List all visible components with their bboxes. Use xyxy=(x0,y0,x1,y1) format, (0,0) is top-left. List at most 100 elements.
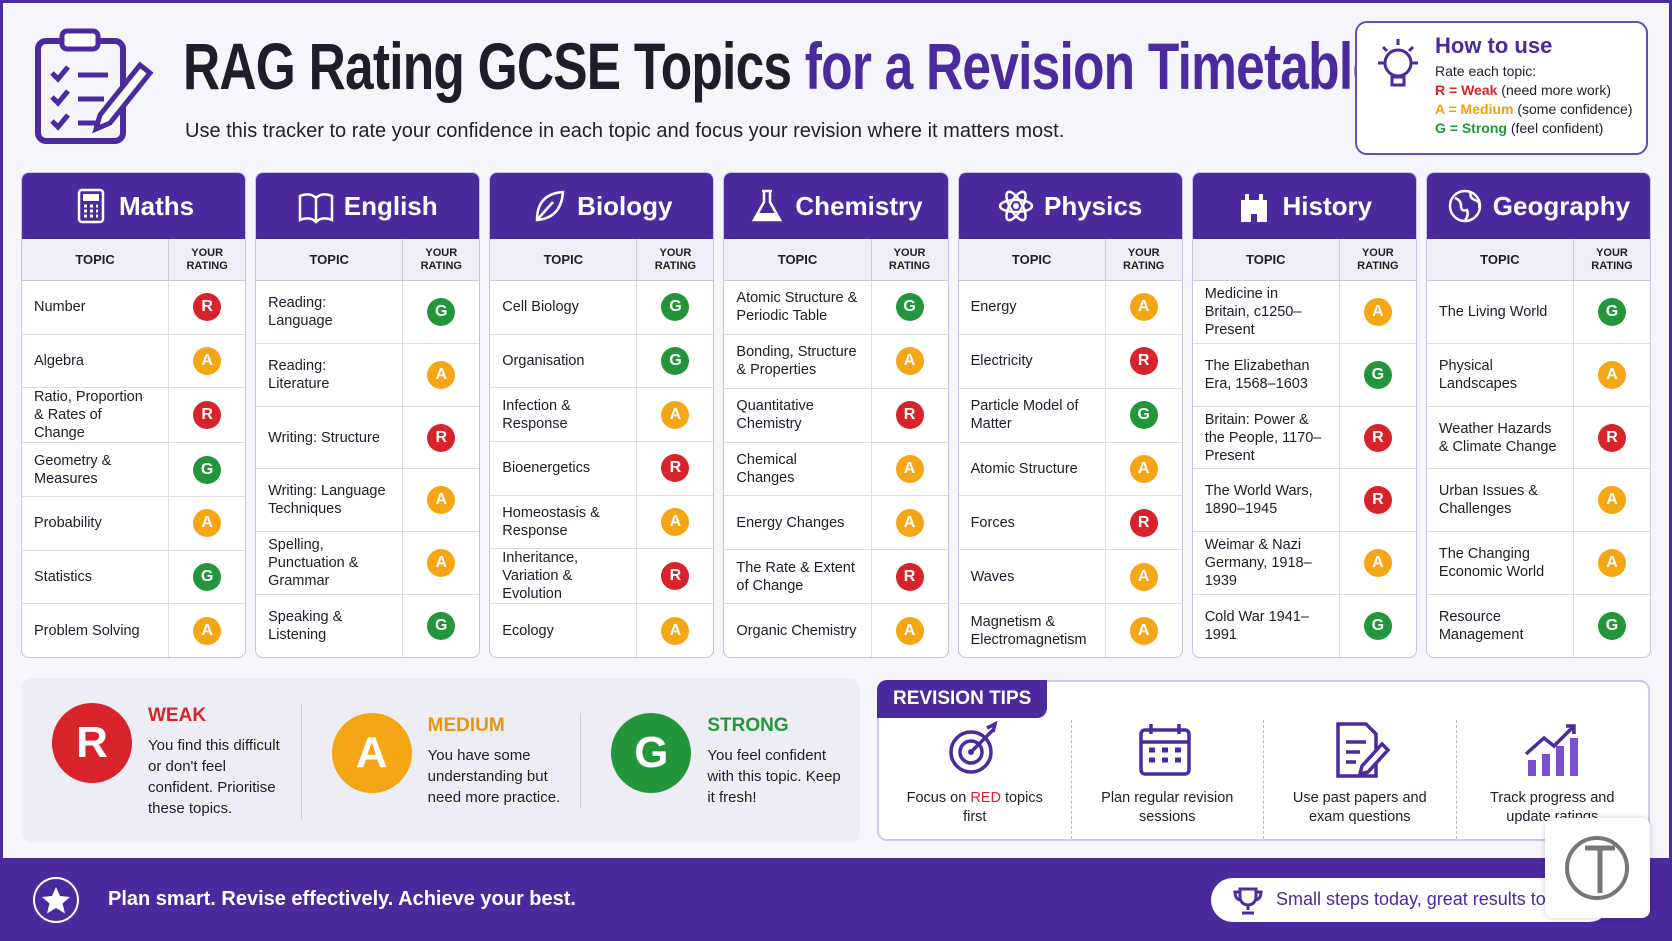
how-title: How to use xyxy=(1435,33,1553,58)
rating-badge: R xyxy=(661,562,690,591)
rating-cell: R xyxy=(1340,407,1416,469)
how-key: A = Medium xyxy=(1435,101,1514,117)
rating-badge: A xyxy=(427,360,456,389)
legend-label: MEDIUM xyxy=(427,715,505,736)
topic-row: Resource Management G xyxy=(1427,595,1650,657)
rating-cell: A xyxy=(872,496,948,549)
topic: Reading: Language xyxy=(256,281,404,343)
rating-badge: R xyxy=(193,401,222,430)
topic: Ecology xyxy=(490,604,638,657)
subject-column: Biology TOPIC YOUR RATING Cell Biology G Orga… xyxy=(489,172,715,658)
how-note: (need more work) xyxy=(1501,82,1611,98)
topic: Bonding, Structure & Properties xyxy=(724,334,872,388)
rating-badge: A xyxy=(1363,297,1392,326)
tip: Use past papers and exam questions xyxy=(1264,720,1457,839)
topic-row: Particle Model of Matter G xyxy=(958,388,1182,443)
logo-mark xyxy=(1565,836,1629,900)
subject-icon xyxy=(535,190,565,222)
how-item: G = Strong (feel confident) xyxy=(1435,120,1646,136)
tip-text: Plan regular revision sessions xyxy=(1097,789,1237,827)
rating-badge: G xyxy=(1363,360,1392,389)
legend-badge: R xyxy=(52,702,132,783)
how-intro: Rate each topic: xyxy=(1435,63,1537,79)
rating-cell: G xyxy=(1340,344,1416,406)
rating-header: YOUR RATING xyxy=(654,246,697,272)
subject-icon xyxy=(1448,189,1482,223)
trophy-icon xyxy=(1233,887,1263,915)
rating-cell: A xyxy=(1106,604,1182,657)
topic: Algebra xyxy=(22,334,170,388)
topic: Energy Changes xyxy=(724,496,872,550)
subject-header: Maths xyxy=(22,173,246,239)
rating-badge: R xyxy=(1129,508,1158,537)
footer: Plan smart. Revise effectively. Achieve … xyxy=(0,858,1672,941)
topic: Geometry & Measures xyxy=(22,443,170,497)
rating-badge: R xyxy=(661,454,690,483)
rating-cell: A xyxy=(637,388,713,441)
topic: Cell Biology xyxy=(490,281,638,334)
rating-cell: A xyxy=(637,496,713,549)
topic-row: Atomic Structure A xyxy=(958,442,1182,497)
rating-badge: A xyxy=(193,347,222,375)
subtitle: Use this tracker to rate your confidence… xyxy=(185,120,1065,142)
rating-cell: A xyxy=(872,604,948,657)
tip-icon xyxy=(1525,724,1579,776)
subject-header: English xyxy=(256,173,480,239)
topic: Forces xyxy=(959,496,1106,550)
topic-row: Geometry & Measures G xyxy=(22,443,246,498)
rating-badge: A xyxy=(1129,293,1158,322)
tip-line: Use past papers and exam questions xyxy=(1292,790,1427,825)
table-header: TOPIC YOUR RATING xyxy=(1192,239,1416,281)
topic-row: Quantitative Chemistry R xyxy=(724,388,948,443)
rating-badge: A xyxy=(427,549,456,578)
topic: Organic Chemistry xyxy=(724,604,872,657)
topic-header: TOPIC xyxy=(959,239,1106,280)
subject-icon xyxy=(998,190,1034,222)
topic-row: Energy A xyxy=(958,281,1182,335)
rating-badge: R xyxy=(895,562,924,591)
subject-name: History xyxy=(1282,190,1373,221)
how-note: (feel confident) xyxy=(1510,120,1604,136)
topic-row: Organic Chemistry A xyxy=(724,604,947,657)
rating-cell: R xyxy=(169,281,245,334)
topic-row: Organisation G xyxy=(490,334,714,389)
legend-label: STRONG xyxy=(707,715,789,736)
rating-badge: G xyxy=(193,563,222,592)
topic-header: TOPIC xyxy=(256,239,404,280)
topic: Number xyxy=(22,281,170,334)
rating-badge: A xyxy=(661,400,690,429)
rating-badge: G xyxy=(661,347,690,375)
rating-header: YOUR RATING xyxy=(1591,246,1633,272)
topic: Waves xyxy=(959,550,1106,604)
rating-cell: G xyxy=(403,281,479,343)
topic: Energy xyxy=(959,281,1106,334)
topic-row: Reading: Literature A xyxy=(256,343,480,407)
legend-text: STRONG You feel confident with this topic… xyxy=(707,713,844,808)
topic-row: Writing: Structure R xyxy=(256,406,480,470)
topic: The Rate & Extent of Change xyxy=(724,550,872,604)
rating-cell: G xyxy=(1574,281,1650,343)
rating-badge: A xyxy=(661,508,690,537)
tip-before: Focus on xyxy=(906,790,967,806)
rating-cell: R xyxy=(872,550,948,603)
topic: Particle Model of Matter xyxy=(959,388,1106,442)
subject-icon xyxy=(298,193,333,224)
rating-badge: A xyxy=(1597,360,1626,389)
table-header: TOPIC YOUR RATING xyxy=(256,239,480,281)
rating-badge: G xyxy=(427,612,456,641)
star-icon xyxy=(33,877,79,923)
rating-cell: A xyxy=(1106,281,1182,334)
rating-badge: A xyxy=(427,486,456,515)
rating-cell: G xyxy=(169,443,245,496)
legend-desc: You have some understanding but need mor… xyxy=(427,747,561,806)
topic-row: Waves A xyxy=(958,550,1182,605)
rating-cell: R xyxy=(872,389,948,442)
topic: Atomic Structure & Periodic Table xyxy=(724,281,872,334)
subject-icon xyxy=(77,188,105,224)
rating-badge: A xyxy=(895,508,924,537)
tip-icon xyxy=(1336,722,1391,778)
how-item: A = Medium (some confidence) xyxy=(1435,101,1646,117)
topic-header: TOPIC xyxy=(490,239,638,280)
topic-row: Cell Biology G xyxy=(490,281,714,335)
topic-row: Infection & Response A xyxy=(490,388,714,443)
